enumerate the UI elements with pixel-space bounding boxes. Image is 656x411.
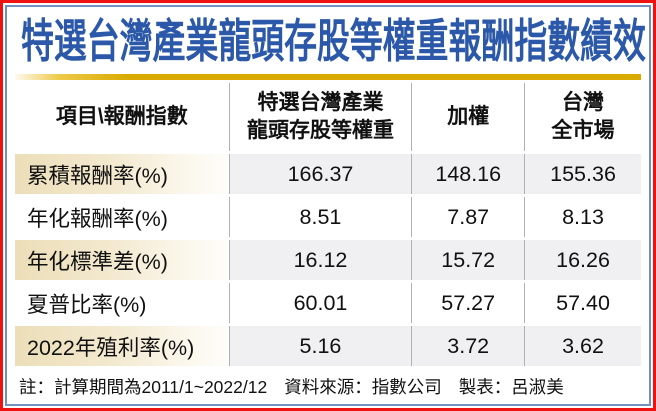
row-label: 2022年殖利率(%) [15,324,230,367]
inner-frame: 特選台灣產業龍頭存股等權重報酬指數績效 項目\報酬指數 特選台灣產業 龍頭存股等… [5,5,651,406]
cell-value: 15.72 [411,238,526,282]
column-header-item: 項目\報酬指數 [15,83,230,153]
footnote-period: 註：計算期間為2011/1~2022/12 [19,377,268,398]
footnote-source: 資料來源：指數公司 [284,377,442,398]
cell-value: 166.37 [229,152,413,196]
column-header-market: 台灣 全市場 [524,83,641,153]
page-title: 特選台灣產業龍頭存股等權重報酬指數績效 [21,15,646,67]
column-header-index: 特選台灣產業 龍頭存股等權重 [229,83,413,153]
title-underline-rule [15,74,641,81]
cell-value: 16.26 [524,238,641,282]
cell-value: 57.27 [411,281,526,325]
table-row: 年化報酬率(%) 8.51 7.87 8.13 [15,195,641,239]
table-row: 夏普比率(%) 60.01 57.27 57.40 [15,281,641,325]
row-label: 年化標準差(%) [15,238,230,282]
cell-value: 8.13 [524,195,641,239]
cell-value: 16.12 [229,238,413,282]
cell-value: 155.36 [524,152,641,196]
table-header: 項目\報酬指數 特選台灣產業 龍頭存股等權重 加權 台灣 全市場 [15,83,641,153]
cell-value: 8.51 [229,195,413,239]
table-row: 累積報酬率(%) 166.37 148.16 155.36 [15,152,641,196]
row-label: 夏普比率(%) [15,281,230,325]
cell-value: 3.72 [411,324,526,367]
column-header-weighted: 加權 [411,83,526,153]
table-row: 年化標準差(%) 16.12 15.72 16.26 [15,238,641,282]
footnote: 註：計算期間為2011/1~2022/12 資料來源：指數公司 製表：呂淑美 [15,374,641,399]
cell-value: 60.01 [229,281,413,325]
performance-table: 項目\報酬指數 特選台灣產業 龍頭存股等權重 加權 台灣 全市場 累積報酬率(%… [15,83,641,367]
table-row: 2022年殖利率(%) 5.16 3.72 3.62 [15,324,641,367]
row-label: 累積報酬率(%) [15,152,230,196]
cell-value: 148.16 [411,152,526,196]
cell-value: 3.62 [524,324,641,367]
cell-value: 57.40 [524,281,641,325]
row-label: 年化報酬率(%) [15,195,230,239]
cell-value: 7.87 [411,195,526,239]
footnote-credit: 製表：呂淑美 [458,377,564,398]
cell-value: 5.16 [229,324,413,367]
